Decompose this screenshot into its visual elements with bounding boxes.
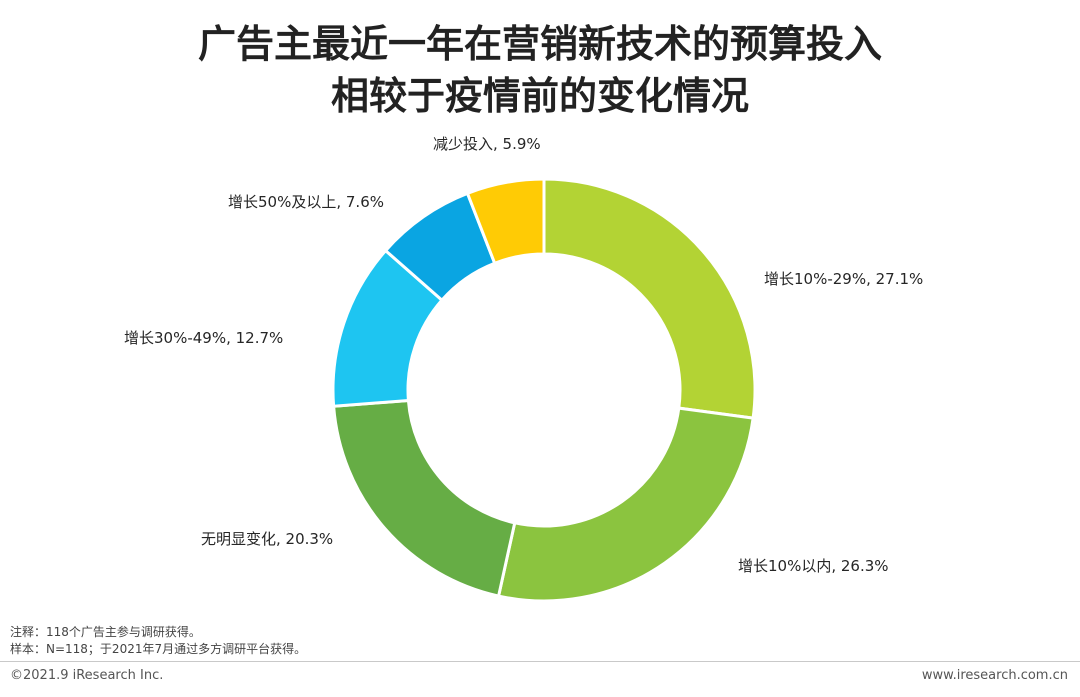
slice-label-5: 增长50%及以上, 7.6% [228, 193, 384, 211]
note-sample: 样本：N=118；于2021年7月通过多方调研平台获得。 [10, 642, 307, 656]
footer-divider [0, 661, 1080, 662]
chart-title: 广告主最近一年在营销新技术的预算投入 相较于疫情前的变化情况 [0, 18, 1080, 122]
note-source: 注释：118个广告主参与调研获得。 [10, 625, 201, 639]
website-text: www.iresearch.com.cn [921, 668, 1068, 683]
donut-slices [331, 177, 757, 603]
donut-slice-3 [332, 398, 517, 598]
donut-slice-2 [496, 406, 755, 603]
donut-slice-1 [542, 177, 757, 420]
slice-label-6: 减少投入, 5.9% [433, 135, 541, 153]
slice-label-1: 增长10%-29%, 27.1% [764, 270, 924, 288]
copyright-text: ©2021.9 iResearch Inc. [10, 668, 164, 683]
slice-label-2: 增长10%以内, 26.3% [738, 557, 889, 575]
slice-label-4: 增长30%-49%, 12.7% [124, 329, 284, 347]
chart-title-line-1: 广告主最近一年在营销新技术的预算投入 [197, 22, 882, 66]
donut-slice-6 [465, 177, 546, 266]
chart-title-line-2: 相较于疫情前的变化情况 [330, 74, 749, 118]
slice-label-3: 无明显变化, 20.3% [201, 530, 334, 548]
